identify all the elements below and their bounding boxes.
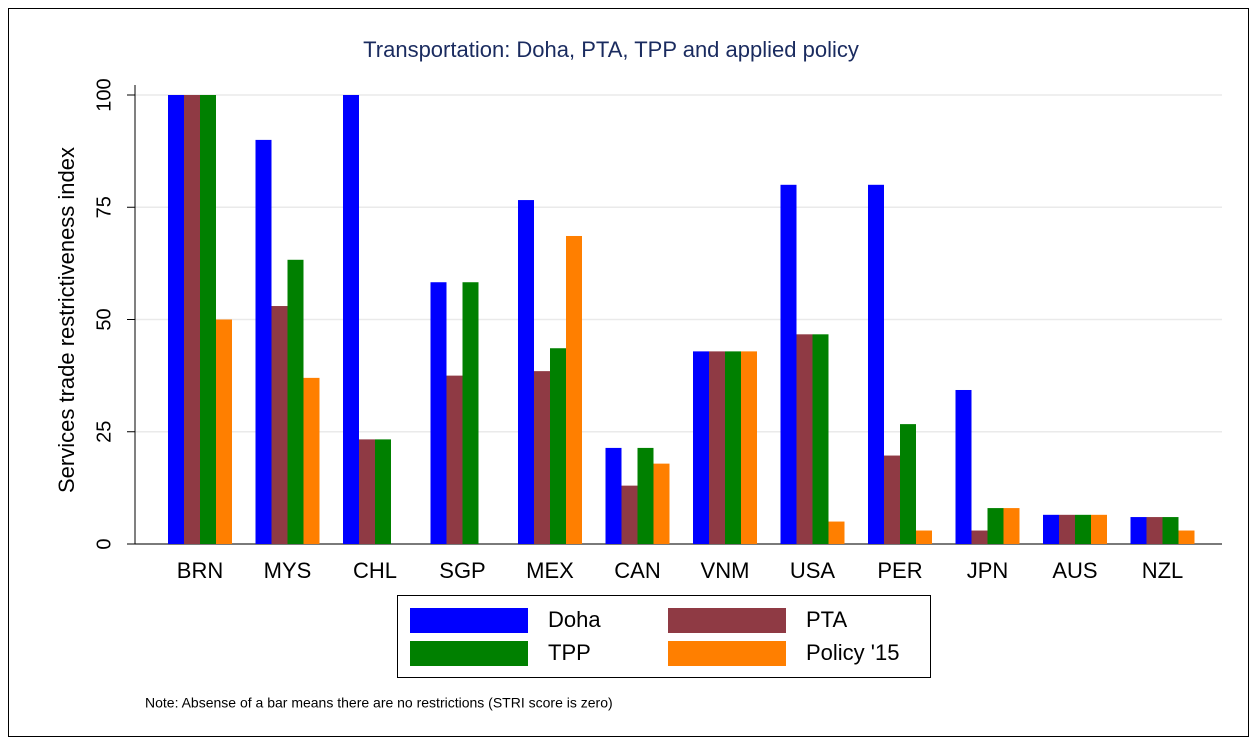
bar (868, 184, 884, 545)
bar (796, 334, 813, 544)
x-tick-label: NZL (1142, 558, 1184, 583)
bar (621, 485, 638, 544)
bar (828, 521, 845, 544)
x-tick-label: VNM (701, 558, 750, 583)
bar (343, 95, 359, 544)
x-tick-label: USA (790, 558, 836, 583)
chart-title: Transportation: Doha, PTA, TPP and appli… (363, 37, 859, 62)
bar (1043, 514, 1059, 544)
bar (287, 259, 304, 544)
bar (359, 439, 375, 544)
x-tick-label: BRN (177, 558, 223, 583)
bar (653, 463, 670, 544)
bar (446, 375, 463, 544)
bar (709, 351, 725, 544)
legend-swatch (668, 608, 786, 633)
y-tick-label: 25 (93, 421, 115, 443)
bar (900, 424, 916, 544)
y-tick-label: 75 (93, 196, 115, 218)
bar (605, 447, 622, 544)
x-tick-label: SGP (439, 558, 485, 583)
bar (271, 306, 288, 544)
legend-label: PTA (806, 607, 847, 632)
bar (1146, 517, 1163, 544)
legend-swatch (410, 641, 528, 666)
legend-label: Doha (548, 607, 601, 632)
bar (184, 95, 200, 544)
bar (375, 439, 391, 544)
bar (741, 351, 757, 544)
bar (812, 334, 829, 544)
bar (1091, 514, 1107, 544)
bar (971, 530, 988, 544)
bar (884, 455, 900, 544)
bar (216, 319, 232, 544)
x-tick-label: CHL (353, 558, 397, 583)
bar (430, 282, 447, 544)
bar (637, 447, 654, 544)
x-tick-label: MEX (526, 558, 574, 583)
bar (987, 508, 1004, 544)
x-tick-label: PER (877, 558, 922, 583)
y-tick-label: 50 (93, 308, 115, 330)
bar (725, 351, 741, 544)
note: Note: Absense of a bar means there are n… (145, 695, 613, 711)
bar (955, 389, 972, 544)
bar (1003, 508, 1020, 544)
bar (1059, 514, 1075, 544)
legend-label: TPP (548, 640, 591, 665)
bar (1130, 517, 1147, 544)
bar (693, 351, 709, 544)
bar (534, 371, 550, 544)
bar (462, 282, 479, 544)
y-axis-label: Services trade restrictiveness index (54, 147, 79, 493)
bar (255, 139, 272, 544)
bar (200, 95, 216, 544)
bar (518, 200, 534, 545)
legend-swatch (410, 608, 528, 633)
x-tick-label: MYS (264, 558, 312, 583)
bar (1178, 530, 1195, 544)
x-tick-label: JPN (967, 558, 1009, 583)
bar (566, 235, 582, 544)
x-tick-label: AUS (1052, 558, 1097, 583)
bar (168, 95, 184, 544)
y-tick-label: 0 (93, 538, 115, 549)
bar (1162, 517, 1179, 544)
bar (1075, 514, 1091, 544)
legend-label: Policy '15 (806, 640, 899, 665)
bar (303, 377, 320, 544)
legend-swatch (668, 641, 786, 666)
bar (780, 184, 797, 545)
y-tick-label: 100 (93, 78, 115, 111)
bar (916, 530, 932, 544)
bar (550, 348, 566, 544)
x-tick-label: CAN (614, 558, 660, 583)
